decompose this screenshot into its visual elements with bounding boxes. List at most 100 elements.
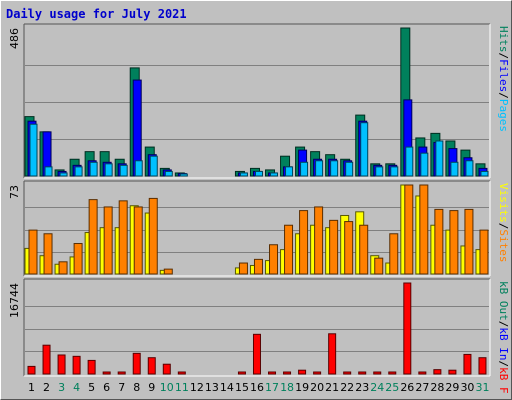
bar-sites-day-31 xyxy=(479,229,489,275)
bar-pages-day-22 xyxy=(345,161,354,177)
bar-sites-day-29 xyxy=(449,210,459,275)
bar-kbf-day-19 xyxy=(298,369,307,375)
legend-item: Visits xyxy=(497,183,510,223)
x-tick-label: 19 xyxy=(295,381,309,394)
bar-sites-day-30 xyxy=(464,208,474,275)
legend-item: kB Out xyxy=(497,281,510,321)
axis-max-label: 73 xyxy=(8,185,21,199)
bar-pages-day-4 xyxy=(74,166,83,177)
bar-kbf-day-27 xyxy=(418,371,427,375)
bar-pages-day-19 xyxy=(300,161,309,177)
bar-kbf-day-2 xyxy=(42,344,51,375)
bar-kbf-day-24 xyxy=(373,371,382,375)
bar-pages-day-28 xyxy=(435,140,444,177)
bar-sites-day-4 xyxy=(73,243,83,275)
bar-kbf-day-28 xyxy=(433,369,442,375)
legend-item: Hits xyxy=(497,26,510,53)
x-tick-label: 24 xyxy=(370,381,384,394)
bar-pages-day-5 xyxy=(89,161,98,177)
bar-kbf-day-8 xyxy=(132,352,141,375)
x-axis-labels: 1 2 3 4 5 6 7 8 9 10 11 12 13 14 15 16 17 18 19 20 21 22 23 24 2… xyxy=(28,381,489,394)
bar-sites-day-2 xyxy=(43,233,53,275)
x-tick-label: 21 xyxy=(325,381,339,394)
bar-sites-day-8 xyxy=(133,206,143,275)
bar-pages-day-3 xyxy=(59,172,68,177)
bar-pages-day-11 xyxy=(179,173,188,177)
bar-sites-day-21 xyxy=(329,219,339,275)
x-tick-label: 6 xyxy=(103,381,110,394)
bar-pages-day-27 xyxy=(420,152,429,177)
bar-pages-day-31 xyxy=(480,170,489,177)
panel-kbf-kbin-kbout: 16744 kB Out/kB In/kB F xyxy=(8,278,510,394)
x-tick-label: 17 xyxy=(265,381,279,394)
legend-item: / xyxy=(497,92,510,99)
bar-pages-day-6 xyxy=(104,163,113,177)
x-tick-label: 12 xyxy=(190,381,204,394)
bar-sites-day-24 xyxy=(374,257,384,275)
bar-sites-day-10 xyxy=(163,268,173,275)
bar-kbf-day-9 xyxy=(147,357,156,375)
legend-item: Pages xyxy=(497,99,510,132)
x-tick-label: 4 xyxy=(73,381,80,394)
bar-pages-day-7 xyxy=(119,164,128,177)
bar-kbf-day-16 xyxy=(252,333,261,375)
x-tick-label: 10 xyxy=(160,381,174,394)
x-tick-label: 5 xyxy=(88,381,95,394)
axis-max-label: 16744 xyxy=(8,283,21,318)
bar-kbf-day-29 xyxy=(448,369,457,375)
bar-sites-day-6 xyxy=(103,206,113,275)
bar-sites-day-25 xyxy=(389,233,399,275)
bar-sites-day-3 xyxy=(58,261,68,275)
bar-kbf-day-30 xyxy=(463,353,472,375)
bar-pages-day-18 xyxy=(285,166,294,177)
x-tick-label: 16 xyxy=(250,381,264,394)
x-tick-label: 18 xyxy=(280,381,294,394)
bar-sites-day-26 xyxy=(404,184,414,275)
bar-sites-day-5 xyxy=(88,199,98,275)
x-tick-label: 13 xyxy=(205,381,219,394)
x-tick-label: 9 xyxy=(148,381,155,394)
legend-item: Files xyxy=(497,59,510,92)
legend-item: Sites xyxy=(497,229,510,262)
bar-pages-day-9 xyxy=(149,155,158,177)
bar-kbf-day-10 xyxy=(162,363,171,375)
bar-sites-day-1 xyxy=(28,229,38,275)
panel-visits-sites: 73 Visits/Sites xyxy=(8,180,510,277)
bar-sites-day-23 xyxy=(359,224,369,275)
x-tick-label: 7 xyxy=(118,381,125,394)
x-tick-label: 28 xyxy=(430,381,444,394)
bar-kbf-day-23 xyxy=(358,371,367,375)
bar-pages-day-15 xyxy=(239,172,248,177)
legend-item: kB In xyxy=(497,327,510,360)
x-tick-label: 3 xyxy=(58,381,65,394)
x-tick-label: 27 xyxy=(415,381,429,394)
bar-sites-day-16 xyxy=(253,258,263,275)
bar-sites-day-22 xyxy=(344,221,354,275)
bar-pages-day-26 xyxy=(405,146,414,177)
bar-sites-day-20 xyxy=(314,206,324,275)
legend-item: / xyxy=(497,361,510,368)
bar-pages-day-25 xyxy=(390,166,399,177)
x-tick-label: 30 xyxy=(460,381,474,394)
bar-pages-day-24 xyxy=(375,166,384,177)
x-tick-label: 26 xyxy=(400,381,414,394)
bar-pages-day-20 xyxy=(315,160,324,177)
bar-pages-day-17 xyxy=(270,172,279,177)
bar-sites-day-17 xyxy=(269,244,279,275)
bar-pages-day-23 xyxy=(360,122,369,177)
bar-sites-day-7 xyxy=(118,200,128,275)
bar-sites-day-27 xyxy=(419,184,429,275)
bar-kbf-day-4 xyxy=(72,355,81,375)
x-tick-label: 31 xyxy=(475,381,489,394)
panel-hits-files-pages: 486 Hits/Files/Pages xyxy=(8,23,510,179)
axis-max-label: 486 xyxy=(8,28,21,49)
x-tick-label: 25 xyxy=(385,381,399,394)
bar-kbf-day-20 xyxy=(313,371,322,375)
legend-item: / xyxy=(497,53,510,60)
legend-kbf-kbin-kbout: kB Out/kB In/kB F xyxy=(497,281,510,394)
x-tick-label: 22 xyxy=(340,381,354,394)
x-tick-label: 14 xyxy=(220,381,234,394)
bar-sites-day-15 xyxy=(238,262,248,275)
chart-title: Daily usage for July 2021 xyxy=(6,7,187,21)
